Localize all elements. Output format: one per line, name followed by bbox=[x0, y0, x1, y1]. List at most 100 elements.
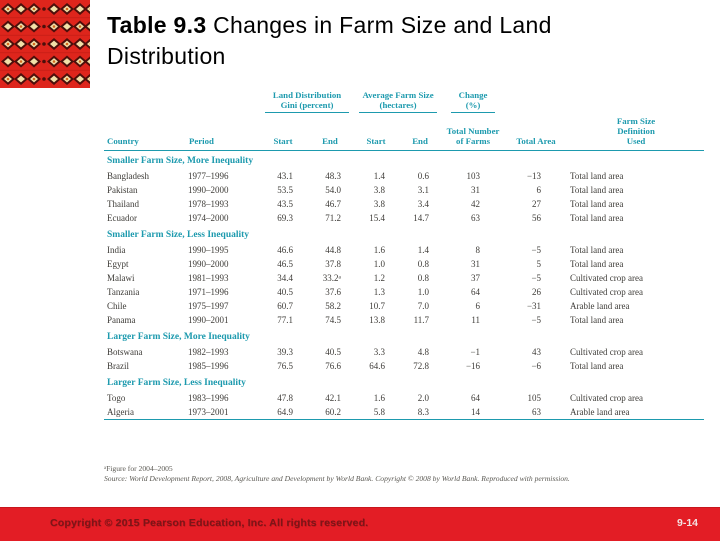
table-cell: 5 bbox=[504, 257, 568, 271]
table-cell: Ecuador bbox=[104, 211, 186, 225]
table-cell: 53.5 bbox=[260, 183, 306, 197]
table-cell: 1.2 bbox=[354, 271, 398, 285]
table-cell: 5.8 bbox=[354, 405, 398, 420]
table-cell: 72.8 bbox=[398, 359, 442, 373]
table-cell: Botswana bbox=[104, 345, 186, 359]
table-cell: 1990–1995 bbox=[186, 243, 260, 257]
table-cell: Algeria bbox=[104, 405, 186, 420]
table-container: Land Distribution Gini (percent) Average… bbox=[104, 90, 704, 420]
table-cell: 37.8 bbox=[306, 257, 354, 271]
table-cell: 43.5 bbox=[260, 197, 306, 211]
table-cell: 42.1 bbox=[306, 391, 354, 405]
table-cell: 48.3 bbox=[306, 169, 354, 183]
table-cell: 63 bbox=[442, 211, 504, 225]
table-cell: Arable land area bbox=[568, 299, 704, 313]
table-cell: 77.1 bbox=[260, 313, 306, 327]
table-cell: −16 bbox=[442, 359, 504, 373]
page-number: 9-14 bbox=[677, 517, 698, 529]
table-cell: Total land area bbox=[568, 183, 704, 197]
column-header-definition: Farm Size Definition Used bbox=[568, 113, 704, 151]
table-cell: Total land area bbox=[568, 197, 704, 211]
table-cell: 1.6 bbox=[354, 243, 398, 257]
section-header-row: Larger Farm Size, More Inequality bbox=[104, 327, 704, 345]
table-cell: Bangladesh bbox=[104, 169, 186, 183]
table-cell: Total land area bbox=[568, 313, 704, 327]
column-header-total-area: Total Area bbox=[504, 113, 568, 151]
table-cell: Thailand bbox=[104, 197, 186, 211]
table-cell: 15.4 bbox=[354, 211, 398, 225]
table-cell: Malawi bbox=[104, 271, 186, 285]
table-cell: 47.8 bbox=[260, 391, 306, 405]
section-header-row: Smaller Farm Size, Less Inequality bbox=[104, 225, 704, 243]
column-header-size-start: Start bbox=[354, 113, 398, 151]
section-header: Larger Farm Size, Less Inequality bbox=[104, 373, 704, 391]
table-cell: 6 bbox=[504, 183, 568, 197]
table-cell: 64.9 bbox=[260, 405, 306, 420]
table-cell: 1977–1996 bbox=[186, 169, 260, 183]
footer-bar: Copyright © 2015 Pearson Education, Inc.… bbox=[0, 507, 720, 541]
table-cell: 46.7 bbox=[306, 197, 354, 211]
table-cell: 46.6 bbox=[260, 243, 306, 257]
farm-size-table: Land Distribution Gini (percent) Average… bbox=[104, 90, 704, 420]
section-header: Smaller Farm Size, More Inequality bbox=[104, 151, 704, 170]
section-header: Smaller Farm Size, Less Inequality bbox=[104, 225, 704, 243]
table-cell: 37.6 bbox=[306, 285, 354, 299]
table-cell: 3.1 bbox=[398, 183, 442, 197]
table-cell: Total land area bbox=[568, 257, 704, 271]
table-cell: 6 bbox=[442, 299, 504, 313]
table-cell: 54.0 bbox=[306, 183, 354, 197]
table-cell: 43 bbox=[504, 345, 568, 359]
table-cell: 0.8 bbox=[398, 271, 442, 285]
column-header-total-farms: Total Number of Farms bbox=[442, 113, 504, 151]
table-cell: 46.5 bbox=[260, 257, 306, 271]
column-header-gini-end: End bbox=[306, 113, 354, 151]
table-cell: 43.1 bbox=[260, 169, 306, 183]
table-cell: 71.2 bbox=[306, 211, 354, 225]
table-cell: 1973–2001 bbox=[186, 405, 260, 420]
table-cell: 3.3 bbox=[354, 345, 398, 359]
table-cell: 76.5 bbox=[260, 359, 306, 373]
table-cell: 42 bbox=[442, 197, 504, 211]
table-cell: Total land area bbox=[568, 211, 704, 225]
table-cell: 56 bbox=[504, 211, 568, 225]
table-cell: Tanzania bbox=[104, 285, 186, 299]
table-cell: Cultivated crop area bbox=[568, 285, 704, 299]
table-cell: 103 bbox=[442, 169, 504, 183]
table-number-label: Table 9.3 bbox=[107, 12, 206, 38]
group-header-farm-size: Average Farm Size (hectares) bbox=[354, 90, 442, 113]
table-cell: Arable land area bbox=[568, 405, 704, 420]
table-cell: 1985–1996 bbox=[186, 359, 260, 373]
table-cell: Chile bbox=[104, 299, 186, 313]
column-header-country: Country bbox=[104, 113, 186, 151]
table-cell: 1978–1993 bbox=[186, 197, 260, 211]
table-cell: −5 bbox=[504, 313, 568, 327]
table-cell: −6 bbox=[504, 359, 568, 373]
table-cell: Total land area bbox=[568, 169, 704, 183]
table-cell: 64 bbox=[442, 285, 504, 299]
section-header-row: Larger Farm Size, Less Inequality bbox=[104, 373, 704, 391]
table-cell: −5 bbox=[504, 243, 568, 257]
table-cell: 1.4 bbox=[354, 169, 398, 183]
table-cell: India bbox=[104, 243, 186, 257]
table-cell: 1971–1996 bbox=[186, 285, 260, 299]
table-cell: −1 bbox=[442, 345, 504, 359]
table-cell: 1990–2000 bbox=[186, 183, 260, 197]
table-cell: 31 bbox=[442, 257, 504, 271]
table-cell: 26 bbox=[504, 285, 568, 299]
table-cell: 60.7 bbox=[260, 299, 306, 313]
table-cell: Cultivated crop area bbox=[568, 391, 704, 405]
column-header-size-end: End bbox=[398, 113, 442, 151]
table-cell: 1.0 bbox=[354, 257, 398, 271]
table-cell: 39.3 bbox=[260, 345, 306, 359]
